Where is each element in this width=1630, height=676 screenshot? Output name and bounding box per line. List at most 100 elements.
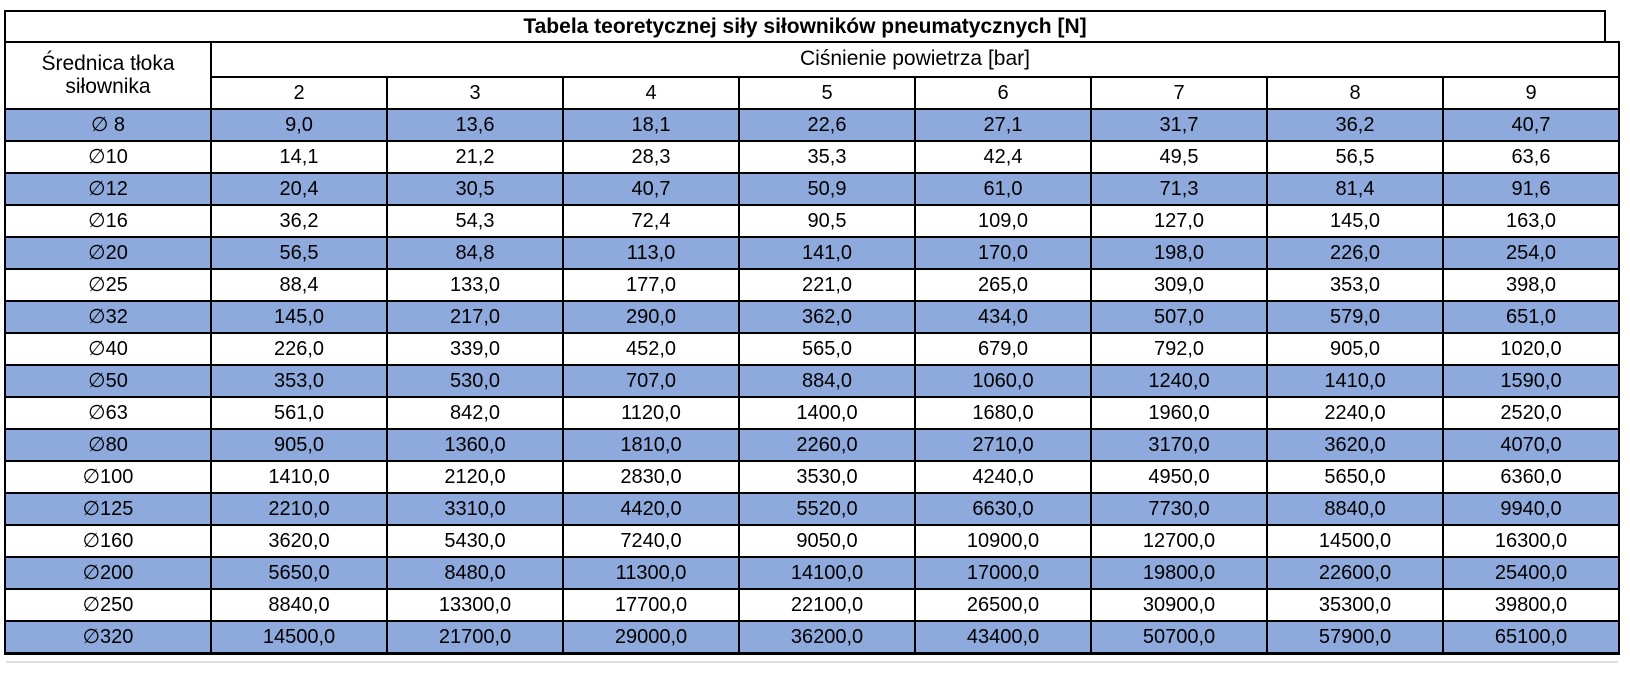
diameter-cell: ∅ 8 bbox=[4, 108, 212, 142]
table-row: ∅320 14500,0 21700,0 29000,0 36200,0 43400,0 5… bbox=[4, 620, 1620, 655]
pressure-col-header: 5 bbox=[738, 76, 916, 110]
force-cell: 88,4 bbox=[210, 268, 388, 302]
force-cell: 226,0 bbox=[210, 332, 388, 366]
force-cell: 353,0 bbox=[1266, 268, 1444, 302]
force-cell: 14,1 bbox=[210, 140, 388, 174]
diameter-cell: ∅32 bbox=[4, 300, 212, 334]
force-cell: 1240,0 bbox=[1090, 364, 1268, 398]
force-cell: 339,0 bbox=[386, 332, 564, 366]
force-cell: 842,0 bbox=[386, 396, 564, 430]
force-cell: 109,0 bbox=[914, 204, 1092, 238]
force-cell: 36200,0 bbox=[738, 620, 916, 655]
force-cell: 163,0 bbox=[1442, 204, 1620, 238]
force-cell: 4950,0 bbox=[1090, 460, 1268, 494]
diameter-header-line2: siłownika bbox=[65, 74, 151, 98]
diameter-cell: ∅125 bbox=[4, 492, 212, 526]
force-cell: 39800,0 bbox=[1442, 588, 1620, 622]
force-cell: 9940,0 bbox=[1442, 492, 1620, 526]
pressure-col-header: 9 bbox=[1442, 76, 1620, 110]
force-cell: 362,0 bbox=[738, 300, 916, 334]
force-cell: 43400,0 bbox=[914, 620, 1092, 655]
force-cell: 63,6 bbox=[1442, 140, 1620, 174]
force-cell: 42,4 bbox=[914, 140, 1092, 174]
table-row: ∅20 56,5 84,8 113,0 141,0 170,0 198,0 226,0 254,… bbox=[4, 236, 1620, 270]
force-cell: 13300,0 bbox=[386, 588, 564, 622]
force-cell: 5520,0 bbox=[738, 492, 916, 526]
force-cell: 3530,0 bbox=[738, 460, 916, 494]
force-cell: 20,4 bbox=[210, 172, 388, 206]
diameter-header-cell: Średnica tłoka siłownika bbox=[4, 41, 212, 110]
force-cell: 16300,0 bbox=[1442, 524, 1620, 558]
force-cell: 56,5 bbox=[210, 236, 388, 270]
force-cell: 4420,0 bbox=[562, 492, 740, 526]
force-cell: 1590,0 bbox=[1442, 364, 1620, 398]
force-cell: 353,0 bbox=[210, 364, 388, 398]
force-cell: 2120,0 bbox=[386, 460, 564, 494]
force-cell: 530,0 bbox=[386, 364, 564, 398]
force-cell: 13,6 bbox=[386, 108, 564, 142]
pressure-col-header: 7 bbox=[1090, 76, 1268, 110]
force-cell: 1400,0 bbox=[738, 396, 916, 430]
force-cell: 22100,0 bbox=[738, 588, 916, 622]
force-cell: 71,3 bbox=[1090, 172, 1268, 206]
force-cell: 265,0 bbox=[914, 268, 1092, 302]
table-row: ∅63 561,0 842,0 1120,0 1400,0 1680,0 1960,0 224… bbox=[4, 396, 1620, 430]
force-cell: 5430,0 bbox=[386, 524, 564, 558]
force-cell: 579,0 bbox=[1266, 300, 1444, 334]
diameter-header-line1: Średnica tłoka bbox=[41, 52, 175, 76]
force-cell: 113,0 bbox=[562, 236, 740, 270]
force-cell: 40,7 bbox=[562, 172, 740, 206]
diameter-cell: ∅25 bbox=[4, 268, 212, 302]
diameter-cell: ∅80 bbox=[4, 428, 212, 462]
force-cell: 57900,0 bbox=[1266, 620, 1444, 655]
force-cell: 50700,0 bbox=[1090, 620, 1268, 655]
force-cell: 49,5 bbox=[1090, 140, 1268, 174]
force-cell: 1960,0 bbox=[1090, 396, 1268, 430]
force-cell: 2260,0 bbox=[738, 428, 916, 462]
force-cell: 28,3 bbox=[562, 140, 740, 174]
diameter-cell: ∅63 bbox=[4, 396, 212, 430]
force-cell: 1410,0 bbox=[1266, 364, 1444, 398]
force-cell: 1680,0 bbox=[914, 396, 1092, 430]
force-cell: 40,7 bbox=[1442, 108, 1620, 142]
force-cell: 17000,0 bbox=[914, 556, 1092, 590]
force-cell: 905,0 bbox=[210, 428, 388, 462]
force-cell: 25400,0 bbox=[1442, 556, 1620, 590]
force-cell: 133,0 bbox=[386, 268, 564, 302]
force-cell: 36,2 bbox=[210, 204, 388, 238]
table-row: ∅25 88,4 133,0 177,0 221,0 265,0 309,0 353,0 398… bbox=[4, 268, 1620, 302]
force-cell: 141,0 bbox=[738, 236, 916, 270]
table-row: ∅40 226,0 339,0 452,0 565,0 679,0 792,0 905,0 10… bbox=[4, 332, 1620, 366]
diameter-cell: ∅40 bbox=[4, 332, 212, 366]
force-cell: 9050,0 bbox=[738, 524, 916, 558]
force-cell: 7730,0 bbox=[1090, 492, 1268, 526]
force-cell: 91,6 bbox=[1442, 172, 1620, 206]
force-cell: 14100,0 bbox=[738, 556, 916, 590]
force-cell: 22600,0 bbox=[1266, 556, 1444, 590]
force-cell: 309,0 bbox=[1090, 268, 1268, 302]
force-cell: 2240,0 bbox=[1266, 396, 1444, 430]
force-cell: 434,0 bbox=[914, 300, 1092, 334]
force-cell: 3620,0 bbox=[1266, 428, 1444, 462]
pressure-col-header: 4 bbox=[562, 76, 740, 110]
force-cell: 50,9 bbox=[738, 172, 916, 206]
diameter-cell: ∅100 bbox=[4, 460, 212, 494]
force-cell: 565,0 bbox=[738, 332, 916, 366]
force-cell: 170,0 bbox=[914, 236, 1092, 270]
force-cell: 10900,0 bbox=[914, 524, 1092, 558]
diameter-cell: ∅20 bbox=[4, 236, 212, 270]
table-row: ∅10 14,1 21,2 28,3 35,3 42,4 49,5 56,5 63,6 bbox=[4, 140, 1620, 174]
table-row: ∅12 20,4 30,5 40,7 50,9 61,0 71,3 81,4 91,6 bbox=[4, 172, 1620, 206]
force-cell: 8840,0 bbox=[1266, 492, 1444, 526]
force-cell: 145,0 bbox=[210, 300, 388, 334]
force-cell: 290,0 bbox=[562, 300, 740, 334]
force-cell: 61,0 bbox=[914, 172, 1092, 206]
header-row-pressures: 2 3 4 5 6 7 8 9 bbox=[5, 76, 1620, 110]
force-table: Średnica tłoka siłownika Ciśnienie powie… bbox=[4, 41, 1620, 655]
force-cell: 254,0 bbox=[1442, 236, 1620, 270]
force-cell: 30,5 bbox=[386, 172, 564, 206]
force-cell: 507,0 bbox=[1090, 300, 1268, 334]
force-cell: 65100,0 bbox=[1442, 620, 1620, 655]
force-cell: 884,0 bbox=[738, 364, 916, 398]
force-cell: 81,4 bbox=[1266, 172, 1444, 206]
